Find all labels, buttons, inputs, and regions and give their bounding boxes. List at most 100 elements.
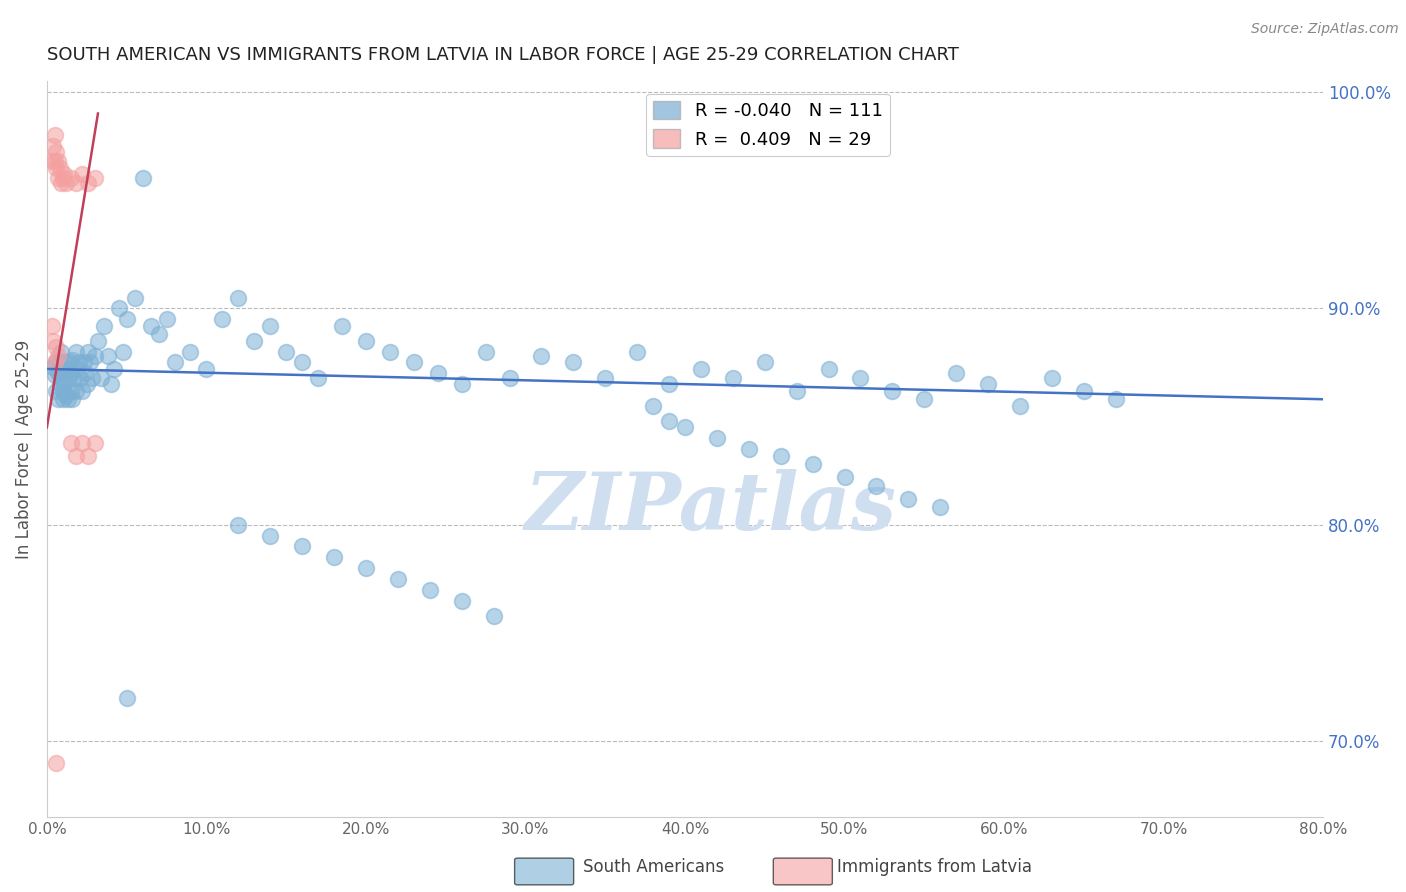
Point (929, 500, 952, 515)
Point (131, 171, 153, 186)
Point (59, 366, 82, 380)
Point (530, 349, 553, 363)
Point (330, 318, 353, 333)
Point (42, 139, 65, 153)
Point (87, 334, 110, 348)
Point (228, 517, 250, 532)
Point (977, 377, 1000, 392)
Point (562, 355, 585, 369)
Point (228, 291, 250, 305)
Point (115, 690, 138, 705)
Point (44, 368, 66, 383)
Point (45, 756, 67, 770)
Point (897, 491, 920, 506)
Point (52, 362, 75, 376)
Text: Immigrants from Latvia: Immigrants from Latvia (837, 858, 1032, 876)
Point (1073, 384, 1095, 398)
Point (211, 312, 233, 326)
Point (163, 355, 186, 369)
Point (849, 370, 872, 384)
Point (58, 355, 80, 369)
Point (59, 171, 82, 186)
Point (721, 370, 744, 384)
Point (48, 355, 70, 369)
Point (62, 392, 84, 407)
Point (46, 366, 69, 380)
Point (44, 128, 66, 143)
Point (323, 550, 346, 565)
Point (52, 392, 75, 407)
Point (45, 340, 67, 354)
Legend: R = -0.040   N = 111, R =  0.409   N = 29: R = -0.040 N = 111, R = 0.409 N = 29 (645, 94, 890, 156)
Point (44, 154, 66, 169)
Point (65, 176, 87, 190)
Point (83, 171, 105, 186)
Text: ZIPatlas: ZIPatlas (524, 469, 897, 547)
Point (41, 318, 63, 333)
Point (103, 362, 125, 376)
Point (291, 355, 314, 369)
Point (83, 349, 105, 363)
Point (354, 561, 377, 575)
Point (56, 392, 79, 407)
Point (70, 384, 93, 398)
Point (76, 377, 98, 392)
Point (45, 355, 67, 369)
Point (41, 154, 63, 169)
Point (426, 366, 449, 380)
Point (450, 593, 472, 607)
Point (42, 359, 65, 374)
Point (307, 370, 329, 384)
Point (643, 399, 665, 413)
Point (754, 355, 776, 369)
Point (139, 318, 162, 333)
Point (817, 362, 839, 376)
Point (44, 355, 66, 369)
Point (96, 349, 118, 363)
Point (474, 344, 496, 359)
Point (387, 572, 409, 586)
Point (59, 435, 82, 450)
Point (65, 344, 87, 359)
Point (259, 528, 281, 542)
Point (593, 370, 616, 384)
Point (378, 344, 401, 359)
Point (658, 414, 681, 428)
Point (79, 355, 101, 369)
Point (738, 442, 761, 456)
Point (834, 470, 856, 484)
Point (63, 370, 86, 384)
Point (72, 355, 94, 369)
Point (1105, 392, 1128, 407)
Point (243, 334, 266, 348)
Point (786, 384, 808, 398)
Point (690, 362, 713, 376)
Point (155, 312, 177, 326)
Point (45, 145, 67, 160)
Point (124, 291, 146, 305)
Point (195, 362, 218, 376)
Text: SOUTH AMERICAN VS IMMIGRANTS FROM LATVIA IN LABOR FORCE | AGE 25-29 CORRELATION : SOUTH AMERICAN VS IMMIGRANTS FROM LATVIA… (46, 46, 959, 64)
Point (450, 377, 472, 392)
Point (769, 449, 792, 463)
Point (402, 355, 425, 369)
Point (706, 431, 728, 445)
Point (115, 312, 138, 326)
Point (912, 392, 935, 407)
Point (276, 344, 298, 359)
Point (51, 370, 73, 384)
Point (658, 377, 681, 392)
Point (51, 176, 73, 190)
Point (55, 366, 77, 380)
Text: Source: ZipAtlas.com: Source: ZipAtlas.com (1251, 22, 1399, 37)
Point (59, 384, 82, 398)
Point (1008, 399, 1031, 413)
Point (83, 435, 105, 450)
Point (945, 366, 967, 380)
Point (70, 167, 93, 181)
Point (67, 355, 90, 369)
Point (148, 327, 170, 342)
Point (55, 176, 77, 190)
Point (354, 334, 377, 348)
Point (62, 353, 84, 368)
